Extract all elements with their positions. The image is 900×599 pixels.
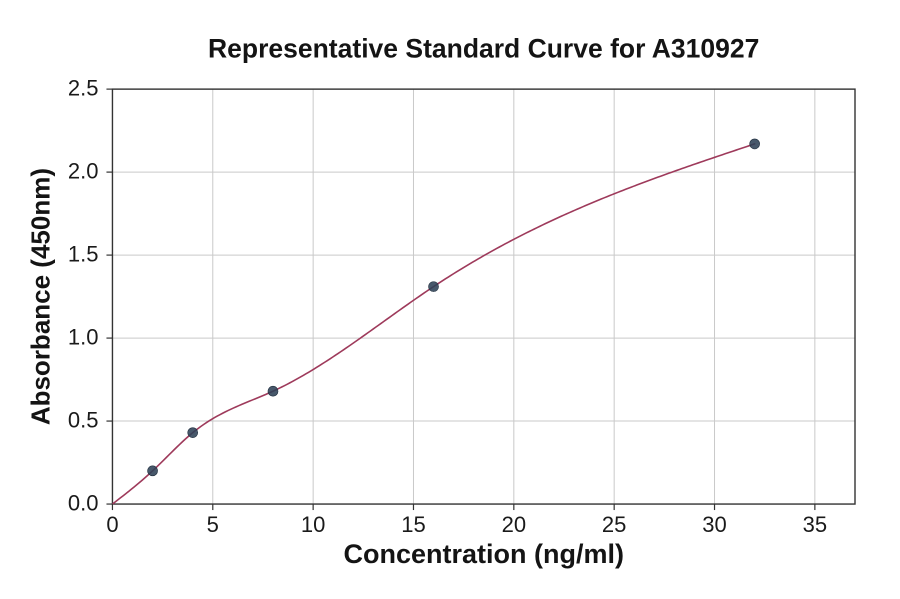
svg-text:2.5: 2.5 — [68, 76, 99, 101]
svg-text:Concentration (ng/ml): Concentration (ng/ml) — [343, 539, 623, 569]
svg-text:25: 25 — [602, 512, 626, 537]
svg-text:0.0: 0.0 — [68, 491, 99, 516]
svg-text:35: 35 — [803, 512, 827, 537]
svg-text:0: 0 — [106, 512, 118, 537]
svg-text:1.0: 1.0 — [68, 325, 99, 350]
svg-text:1.5: 1.5 — [68, 242, 99, 267]
svg-text:Absorbance (450nm): Absorbance (450nm) — [26, 168, 56, 425]
svg-text:15: 15 — [401, 512, 425, 537]
svg-text:10: 10 — [301, 512, 325, 537]
svg-text:30: 30 — [702, 512, 726, 537]
svg-text:Representative Standard Curve: Representative Standard Curve for A31092… — [208, 34, 759, 64]
svg-text:20: 20 — [502, 512, 526, 537]
svg-text:2.0: 2.0 — [68, 159, 99, 184]
svg-text:5: 5 — [207, 512, 219, 537]
svg-text:0.5: 0.5 — [68, 408, 99, 433]
